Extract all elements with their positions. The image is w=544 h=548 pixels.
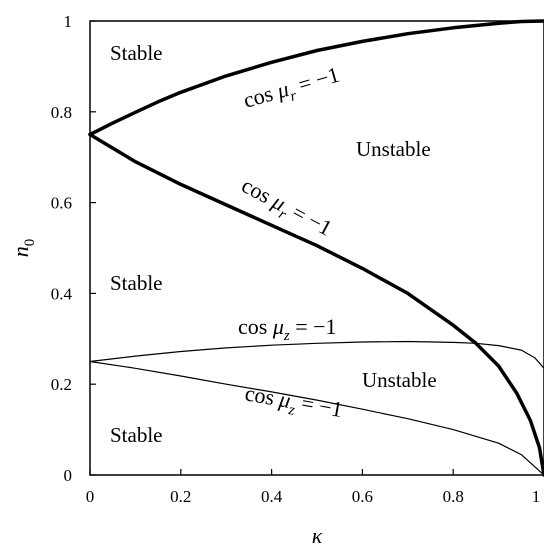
boundary-curve-3: [89, 340, 544, 369]
plot-frame: [89, 20, 544, 476]
region-label-stable-top: Stable: [110, 41, 163, 65]
y-tick-label: 0.8: [51, 103, 72, 122]
y-tick-label: 0: [64, 466, 73, 485]
boundary-curves: [88, 19, 544, 477]
x-tick-label: 0.2: [170, 487, 191, 506]
region-label-stable-middle: Stable: [110, 271, 163, 295]
x-axis-label: κ: [312, 523, 323, 548]
x-tick-label: 0: [86, 487, 95, 506]
x-tick-label: 0.4: [261, 487, 283, 506]
y-axis-label-base: n: [8, 246, 33, 257]
y-tick-label: 1: [64, 12, 73, 31]
axis-ticks: 0 0.2 0.4 0.6 0.8 1 0 0.2 0.4 0.6 0.8 1: [51, 12, 544, 506]
y-axis-label: n0: [8, 239, 38, 258]
boundary-curve-1: [88, 19, 544, 137]
y-axis-label-subscript: 0: [22, 239, 38, 247]
y-tick-label: 0.4: [51, 284, 73, 303]
y-tick-label: 0.6: [51, 194, 72, 213]
curve-label-cos-mu-r-lower: cos μr = −1: [235, 172, 336, 245]
boundary-curve-4: [89, 360, 544, 476]
curve-label-cos-mu-r-upper: cos μr = −1: [240, 62, 343, 118]
x-tick-label: 0.8: [443, 487, 464, 506]
region-label-stable-bottom: Stable: [110, 423, 163, 447]
region-label-unstable-upper: Unstable: [356, 137, 431, 161]
x-tick-label: 1: [532, 487, 541, 506]
region-label-unstable-lower: Unstable: [362, 368, 437, 392]
x-tick-label: 0.6: [352, 487, 373, 506]
boundary-curve-2: [88, 132, 544, 477]
y-tick-label: 0.2: [51, 375, 72, 394]
curve-label-cos-mu-z-lower: cos μz = −1: [242, 380, 344, 427]
curve-label-cos-mu-z-upper: cos μz = −1: [238, 314, 337, 344]
